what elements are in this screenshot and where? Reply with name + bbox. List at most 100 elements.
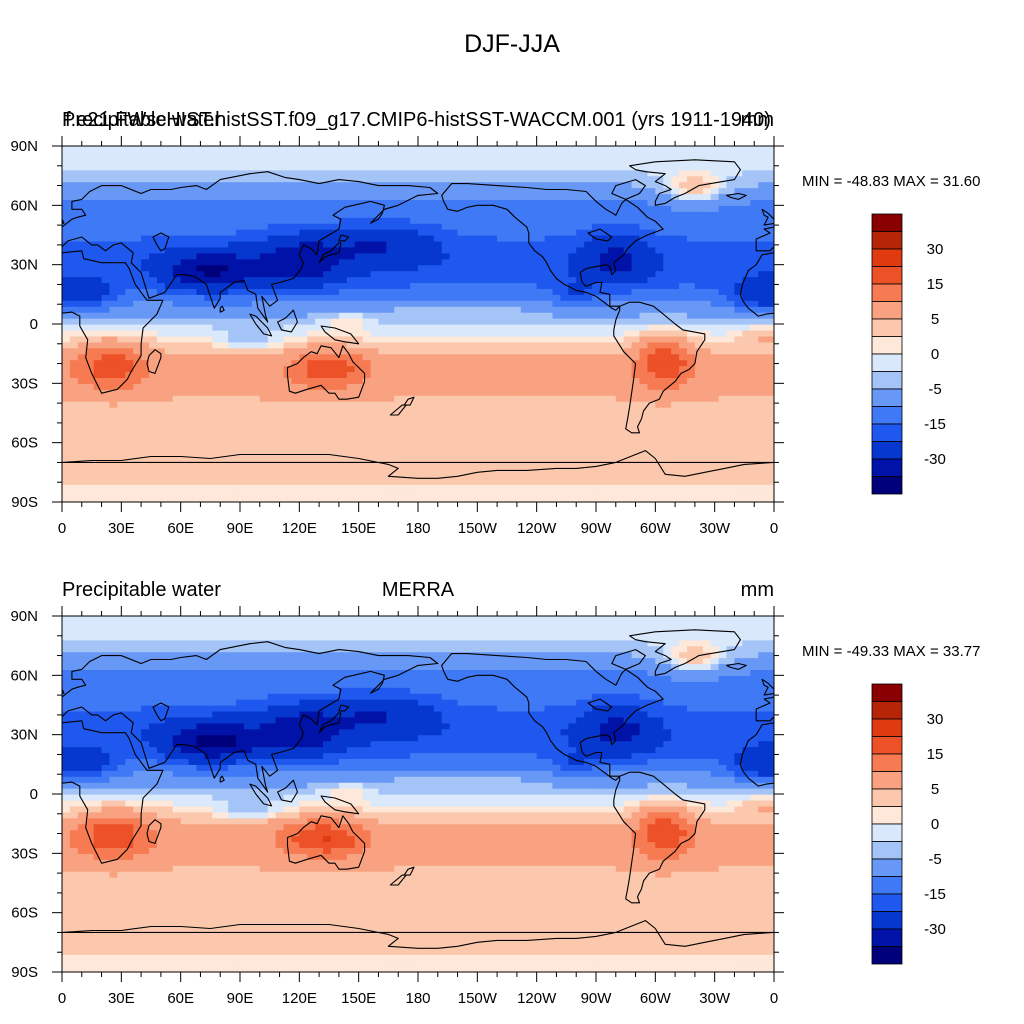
field-cell xyxy=(386,401,395,408)
field-cell xyxy=(243,478,253,485)
field-cell xyxy=(607,312,617,319)
field-cell xyxy=(457,300,467,307)
field-cell xyxy=(243,341,253,349)
field-cell xyxy=(497,472,506,479)
field-cell xyxy=(410,246,419,254)
field-cell xyxy=(172,496,182,502)
field-cell xyxy=(85,246,95,254)
field-cell xyxy=(671,276,680,284)
field-cell xyxy=(734,235,743,242)
field-cell xyxy=(655,347,664,355)
field-cell xyxy=(631,442,641,450)
field-cell xyxy=(536,318,546,325)
field-cell xyxy=(766,365,774,373)
field-cell xyxy=(607,454,617,462)
field-cell xyxy=(734,246,743,254)
field-cell xyxy=(330,460,340,467)
field-cell xyxy=(433,199,443,206)
field-cell xyxy=(117,223,126,230)
field-cell xyxy=(251,264,261,272)
field-cell xyxy=(156,490,166,497)
field-cell xyxy=(734,413,743,420)
field-cell xyxy=(536,407,546,414)
field-cell xyxy=(378,288,387,295)
field-cell xyxy=(655,312,664,319)
field-cell xyxy=(726,288,736,295)
field-cell xyxy=(512,490,522,497)
field-cell xyxy=(204,300,213,307)
field-cell xyxy=(710,199,720,206)
field-cell xyxy=(512,377,522,384)
field-cell xyxy=(291,217,300,224)
field-cell xyxy=(489,424,498,432)
field-cell xyxy=(576,407,585,414)
field-cell xyxy=(599,448,609,456)
field-cell xyxy=(425,181,435,189)
field-cell xyxy=(346,306,356,313)
field-cell xyxy=(180,496,190,502)
field-cell xyxy=(204,389,213,396)
field-cell xyxy=(702,484,712,491)
field-cell xyxy=(663,306,672,313)
field-cell xyxy=(323,288,332,295)
field-cell xyxy=(536,175,546,183)
field-cell xyxy=(465,252,474,260)
field-cell xyxy=(520,175,530,183)
field-cell xyxy=(188,371,198,378)
field-cell xyxy=(362,282,372,289)
field-cell xyxy=(394,341,403,349)
field-cell xyxy=(236,312,245,319)
field-cell xyxy=(686,407,696,414)
field-cell xyxy=(315,490,324,497)
field-cell xyxy=(370,490,380,497)
field-cell xyxy=(228,484,237,491)
field-cell xyxy=(141,377,150,384)
field-cell xyxy=(599,347,609,355)
field-cell xyxy=(505,276,514,284)
field-cell xyxy=(710,472,720,479)
field-cell xyxy=(742,264,751,272)
field-cell xyxy=(528,223,538,230)
field-cell xyxy=(512,294,522,301)
field-cell xyxy=(386,353,395,361)
field-cell xyxy=(149,306,158,313)
field-cell xyxy=(607,484,617,491)
field-cell xyxy=(481,436,490,444)
field-cell xyxy=(386,436,395,444)
field-cell xyxy=(465,389,474,396)
field-cell xyxy=(473,347,482,355)
field-cell xyxy=(236,199,245,206)
field-cell xyxy=(710,246,720,254)
field-cell xyxy=(694,424,704,432)
field-cell xyxy=(631,436,641,444)
field-cell xyxy=(584,252,593,260)
field-cell xyxy=(109,442,118,450)
field-cell xyxy=(607,347,617,355)
field-cell xyxy=(299,252,308,260)
field-cell xyxy=(346,353,356,361)
field-cell xyxy=(663,199,672,206)
field-cell xyxy=(378,335,387,343)
field-cell xyxy=(497,270,506,278)
field-cell xyxy=(552,454,561,462)
field-cell xyxy=(378,371,387,378)
field-cell xyxy=(663,353,672,361)
field-cell xyxy=(584,223,593,230)
field-cell xyxy=(315,294,324,301)
field-cell xyxy=(694,324,704,331)
field-cell xyxy=(599,181,609,189)
field-cell xyxy=(188,288,198,295)
field-cell xyxy=(655,229,664,236)
field-cell xyxy=(631,418,641,426)
field-cell xyxy=(141,306,150,313)
field-cell xyxy=(125,389,134,396)
field-cell xyxy=(62,424,71,432)
field-cell xyxy=(251,229,261,236)
field-cell xyxy=(679,217,688,224)
field-cell xyxy=(386,294,395,301)
field-cell xyxy=(758,324,767,331)
field-cell xyxy=(766,407,774,414)
field-cell xyxy=(346,347,356,355)
field-cell xyxy=(196,496,205,502)
field-cell xyxy=(679,365,688,373)
